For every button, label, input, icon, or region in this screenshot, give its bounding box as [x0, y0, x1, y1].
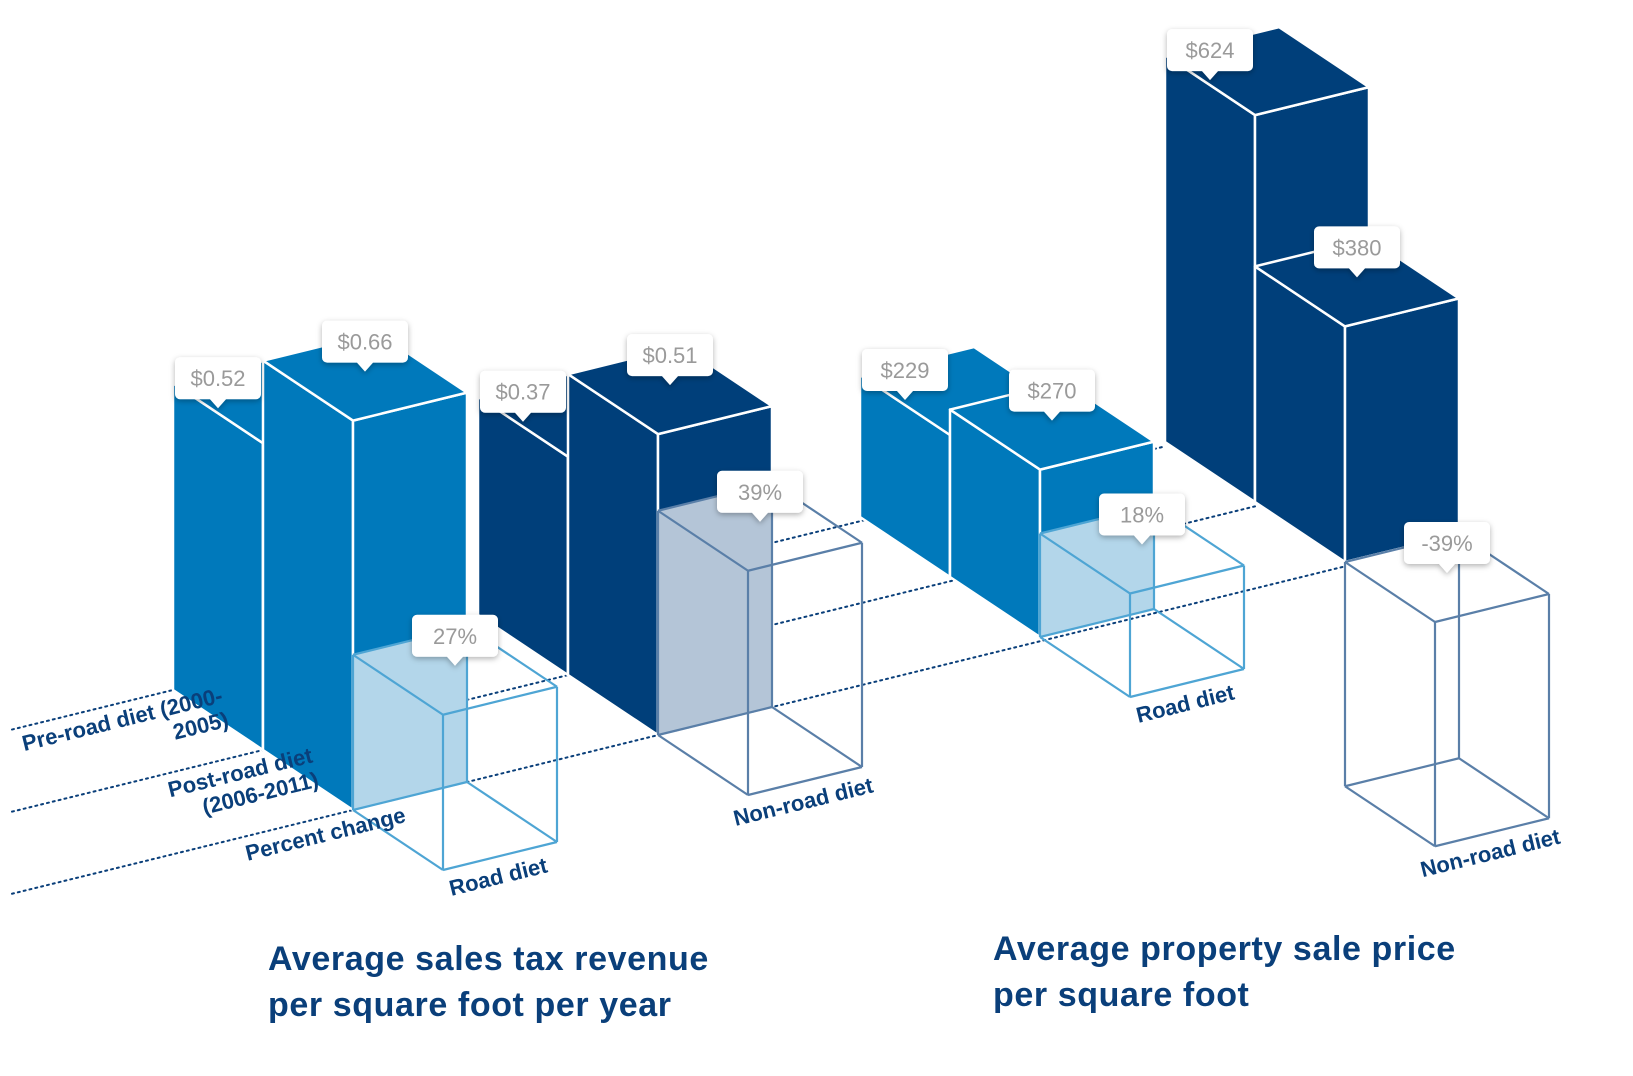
- change-edge: [1153, 608, 1245, 670]
- value-callout: $624: [1167, 29, 1253, 81]
- value-callout: 39%: [717, 470, 803, 522]
- change-edge: [1344, 757, 1460, 788]
- change-box: [1038, 504, 1246, 699]
- value-label: 18%: [1120, 503, 1164, 528]
- change-edge: [1129, 667, 1245, 699]
- change-edge: [1039, 607, 1155, 639]
- callout-box: [627, 334, 713, 386]
- callout-box: [480, 370, 566, 422]
- chart-title: Average sales tax revenue per square foo…: [268, 940, 709, 1024]
- chart-title: Average property sale price per square f…: [993, 930, 1456, 1014]
- value-label: $624: [1186, 38, 1235, 63]
- value-label: 39%: [738, 480, 782, 505]
- value-callout: -39%: [1404, 522, 1490, 573]
- value-callout: $380: [1314, 226, 1400, 278]
- change-edge: [442, 685, 558, 716]
- change-edge: [1344, 561, 1436, 623]
- value-label: $0.37: [495, 380, 550, 405]
- change-edge: [352, 780, 468, 812]
- value-label: $380: [1333, 235, 1382, 260]
- value-label: $0.52: [190, 366, 245, 391]
- value-label: $0.51: [642, 343, 697, 368]
- callout-box: [1099, 493, 1185, 545]
- callout-box: [1404, 522, 1490, 573]
- change-edge: [657, 734, 749, 796]
- value-callout: $0.51: [627, 334, 713, 386]
- callout-box: [412, 614, 498, 666]
- callout-box: [1314, 226, 1400, 278]
- value-label: $270: [1028, 379, 1077, 404]
- bar-side: [1163, 53, 1257, 504]
- change-edge: [657, 509, 749, 572]
- callout-box: [322, 320, 408, 372]
- change-box: [1343, 532, 1551, 848]
- change-edge: [657, 705, 773, 737]
- category-label: Road diet: [447, 852, 551, 900]
- callout-box: [717, 470, 803, 522]
- callout-box: [1009, 369, 1095, 421]
- value-callout: $0.52: [175, 357, 261, 409]
- change-box: [656, 481, 864, 797]
- change-edge: [352, 809, 444, 871]
- value-label: $0.66: [337, 330, 392, 355]
- callout-box: [175, 357, 261, 409]
- change-edge: [466, 781, 558, 843]
- change-edge: [1039, 532, 1131, 595]
- change-edge: [352, 653, 444, 716]
- value-callout: $0.66: [322, 320, 408, 372]
- change-edge: [1039, 636, 1131, 698]
- value-callout: 18%: [1099, 493, 1185, 545]
- change-edge: [1434, 817, 1550, 848]
- change-fill: [658, 482, 772, 735]
- change-edge: [1129, 564, 1245, 595]
- change-edge: [747, 541, 863, 572]
- change-edge: [1458, 757, 1550, 820]
- value-callout: $229: [862, 349, 948, 401]
- category-label: Road diet: [1134, 679, 1238, 727]
- change-edge: [442, 840, 558, 872]
- callout-box: [1167, 29, 1253, 81]
- value-label: 27%: [433, 624, 477, 649]
- value-callout: 27%: [412, 614, 498, 666]
- value-label: $229: [881, 358, 930, 383]
- value-label: -39%: [1421, 531, 1472, 556]
- value-callout: $270: [1009, 369, 1095, 421]
- change-edge: [1434, 592, 1550, 624]
- change-edge: [747, 765, 863, 797]
- change-edge: [1344, 785, 1436, 848]
- callout-box: [862, 349, 948, 401]
- change-edge: [771, 706, 863, 768]
- bar: [1253, 237, 1461, 564]
- value-callout: $0.37: [480, 370, 566, 422]
- bar-side: [566, 372, 660, 737]
